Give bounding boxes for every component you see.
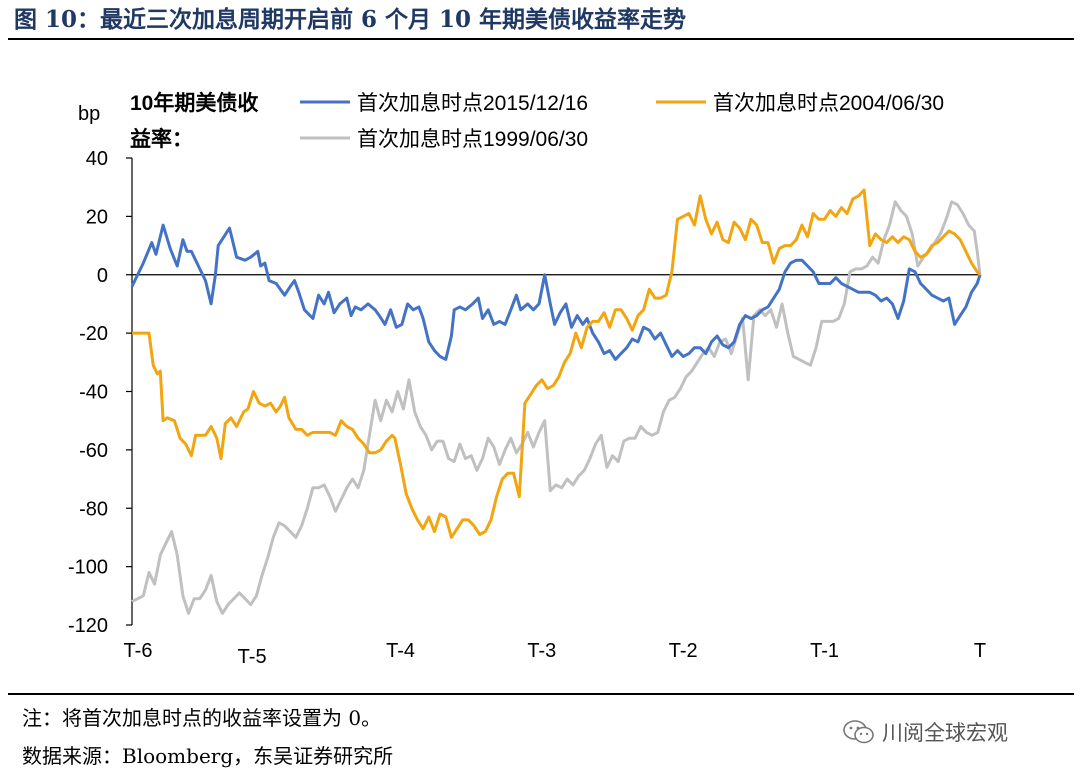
wechat-icon [843, 720, 874, 744]
chart-note: 注：将首次加息时点的收益率设置为 0。 [22, 706, 382, 730]
y-tick-label: -80 [79, 498, 108, 520]
x-tick-label: T-5 [238, 646, 267, 668]
legend-title: 益率： [130, 127, 193, 151]
x-tick-label: T-6 [124, 640, 153, 662]
y-tick-label: -60 [79, 440, 108, 462]
x-tick-label: T-1 [810, 640, 839, 662]
legend-label: 首次加息时点2015/12/16 [357, 92, 588, 115]
title-rule [8, 38, 1074, 40]
x-tick-label: T-3 [527, 640, 556, 662]
footer-rule [8, 693, 1074, 695]
legend-label: 首次加息时点1999/06/30 [357, 128, 588, 151]
y-tick-label: 20 [86, 206, 108, 228]
legend-title: 10年期美债收 [130, 91, 258, 115]
x-tick-label: T [974, 640, 986, 662]
series-line [131, 200, 982, 615]
y-tick-label: -120 [68, 615, 108, 637]
watermark: 川阅全球宏观 [842, 716, 1008, 748]
legend-label: 首次加息时点2004/06/30 [713, 92, 944, 115]
watermark-text: 川阅全球宏观 [882, 721, 1008, 745]
y-tick-label: -40 [79, 382, 108, 404]
series-line [130, 223, 982, 361]
line-chart: 40 20 0 -20 -40 -60 -80 -100 -120 T-6 T-5 T-4 T-3 T-2… [68, 91, 986, 668]
y-tick-label: 40 [86, 148, 108, 170]
y-tick-label: 0 [97, 265, 108, 287]
data-source: 数据来源：Bloomberg，东吴证券研究所 [22, 744, 394, 768]
y-tick-label: -20 [79, 323, 108, 345]
y-tick-label: -100 [68, 557, 108, 579]
series-line [132, 188, 982, 539]
y-axis-label: bp [78, 103, 100, 125]
x-tick-label: T-2 [669, 640, 698, 662]
x-tick-label: T-4 [386, 640, 415, 662]
figure-title: 图 10：最近三次加息周期开启前 6 个月 10 年期美债收益率走势 [14, 6, 687, 33]
